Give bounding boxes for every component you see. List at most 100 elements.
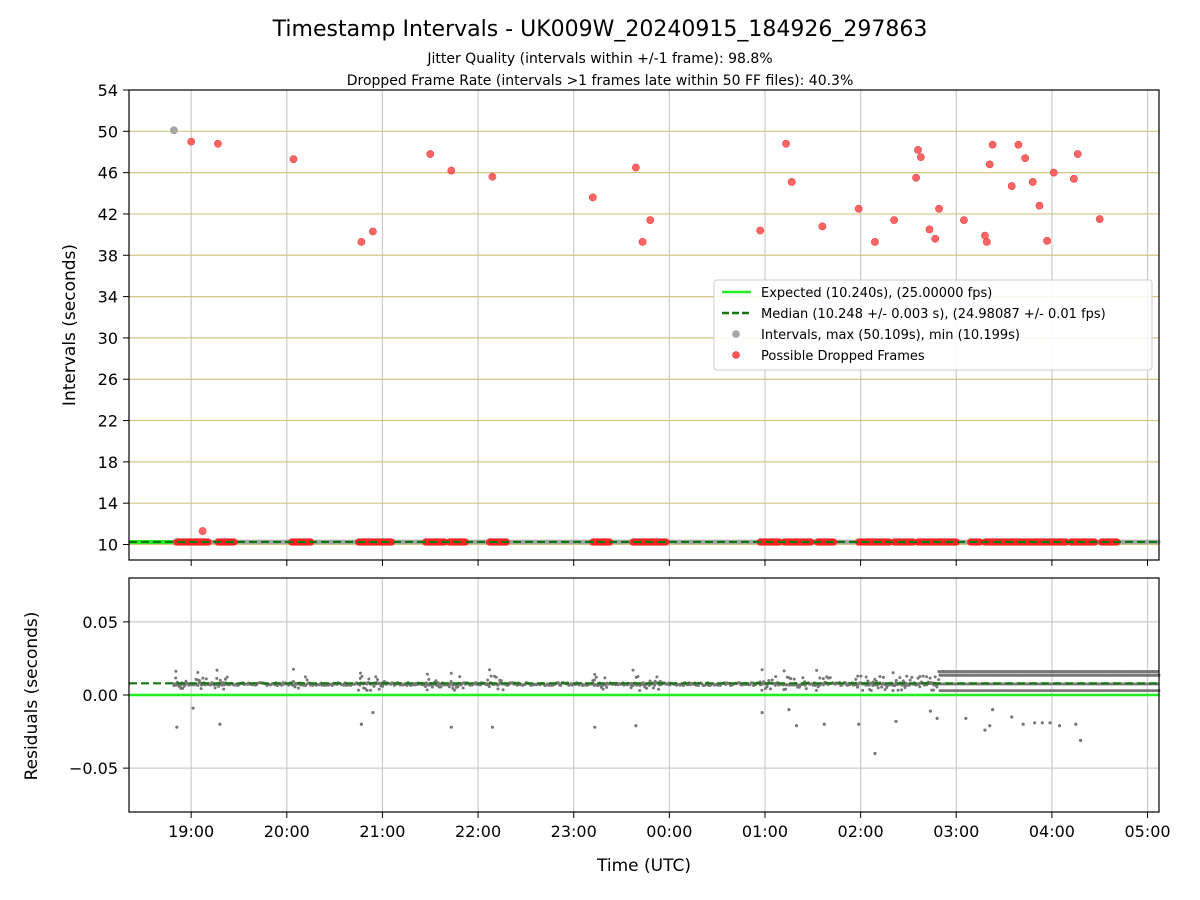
residual-cluster-point — [425, 688, 429, 692]
residual-dense-point — [944, 689, 948, 693]
residual-dense-point — [990, 682, 994, 686]
residual-cluster-point — [885, 685, 889, 689]
bottom-ytick-0: 0.05 — [82, 613, 118, 632]
residual-dense-point — [947, 689, 951, 693]
dropped-frame-39 — [1073, 150, 1082, 158]
residual-dense-point — [964, 682, 968, 686]
residual-cluster-point — [181, 687, 185, 691]
residual-cluster-point — [866, 679, 870, 683]
residual-cluster-point — [449, 680, 453, 684]
residual-cluster-point — [898, 676, 902, 680]
residual-cluster-point — [815, 668, 819, 672]
residual-cluster-point — [196, 670, 200, 674]
residual-point — [196, 683, 200, 687]
residual-cluster-point — [925, 675, 929, 679]
residual-cluster-point — [765, 685, 769, 689]
top-ytick-2: 18 — [98, 453, 118, 472]
residual-dense-point — [968, 689, 972, 693]
residual-cluster-point — [447, 685, 451, 689]
residual-dense-point — [970, 689, 974, 693]
dropped-frame-11 — [638, 237, 647, 246]
top-ytick-9: 46 — [98, 164, 118, 183]
bottom-ytick-2: −0.05 — [69, 759, 118, 778]
residual-dense-point — [1130, 689, 1134, 693]
dropped-frame-16 — [818, 222, 827, 231]
residual-dense-point — [1064, 689, 1068, 693]
residual-dense-point — [1012, 689, 1016, 693]
residual-cluster-point — [903, 686, 907, 690]
residual-cluster-point — [894, 678, 898, 682]
residual-outlier-4 — [371, 710, 375, 715]
legend-median: Median (10.248 +/- 0.003 s), (24.98087 +… — [761, 307, 1106, 322]
dropped-frame-baseline-point — [807, 538, 815, 546]
chart-subtitle-jitter: Jitter Quality (intervals within +/-1 fr… — [426, 51, 772, 67]
residual-dense-point — [1092, 689, 1096, 693]
residual-dense-point — [1010, 689, 1014, 693]
interval-outlier-0 — [170, 126, 178, 135]
dropped-frame-1 — [214, 139, 222, 148]
legend-intervals-marker — [732, 330, 740, 338]
residual-dense-point — [1035, 689, 1039, 693]
residual-dense-point — [986, 689, 990, 693]
residual-cluster-point — [655, 675, 659, 679]
residual-cluster-point — [921, 674, 925, 678]
residual-point — [904, 681, 908, 685]
residual-outlier-5 — [449, 725, 453, 729]
dropped-frame-32 — [1014, 140, 1023, 149]
residual-outlier-16 — [928, 709, 933, 713]
top-ytick-5: 30 — [98, 329, 118, 348]
residual-dense-point — [959, 689, 963, 693]
residual-dense-point — [1026, 689, 1030, 693]
top-frame — [128, 89, 1160, 561]
residual-dense-point — [1039, 689, 1043, 693]
residual-cluster-point — [358, 676, 362, 680]
residual-dense-point — [1142, 689, 1146, 693]
residual-cluster-point — [291, 667, 295, 671]
residual-cluster-point — [377, 687, 381, 691]
residual-cluster-point — [772, 681, 776, 685]
residual-dense-point — [953, 689, 957, 693]
residual-dense-point — [997, 689, 1001, 693]
dropped-frame-33 — [1021, 154, 1030, 163]
residual-dense-point — [991, 689, 995, 693]
residual-dense-point — [1075, 689, 1079, 693]
residual-dense-point — [1117, 689, 1121, 693]
residual-dense-point — [1052, 689, 1056, 693]
dropped-frame-40 — [1095, 215, 1104, 224]
residual-cluster-point — [217, 684, 221, 688]
dropped-frame-12 — [646, 216, 655, 225]
residual-dense-point — [1094, 689, 1098, 693]
residual-cluster-point — [372, 684, 376, 688]
top-y-axis-label: Intervals (seconds) — [60, 244, 80, 406]
x-tick-0: 19:00 — [168, 822, 214, 841]
residual-cluster-point — [218, 678, 222, 682]
residual-outlier-21 — [990, 708, 995, 712]
residual-cluster-point — [906, 683, 910, 687]
residual-cluster-point — [896, 688, 900, 692]
residual-cluster-point — [641, 681, 645, 685]
residual-cluster-point — [651, 686, 655, 690]
residual-cluster-point — [358, 671, 362, 675]
residual-outlier-20 — [988, 724, 992, 728]
residual-cluster-point — [891, 671, 895, 675]
residual-point — [280, 683, 284, 687]
residual-outlier-29 — [1078, 738, 1083, 742]
residual-point — [342, 683, 346, 687]
x-tick-6: 01:00 — [742, 822, 788, 841]
residual-dense-point — [1144, 689, 1148, 693]
residual-cluster-point — [804, 687, 808, 691]
top-ytick-1: 14 — [98, 494, 118, 513]
legend-dropped: Possible Dropped Frames — [761, 349, 925, 364]
residual-dense-point — [940, 689, 944, 693]
x-tick-8: 03:00 — [933, 822, 979, 841]
residual-dense-point — [1106, 689, 1110, 693]
dropped-frame-37 — [1049, 168, 1058, 177]
residual-cluster-point — [423, 685, 427, 689]
residual-dense-point — [1127, 689, 1131, 693]
residual-dense-point — [1155, 689, 1159, 693]
residual-dense-point — [1111, 689, 1115, 693]
residual-dense-point — [1146, 689, 1150, 693]
residual-cluster-point — [782, 669, 786, 673]
residual-cluster-point — [873, 677, 877, 681]
residual-dense-point — [957, 689, 961, 693]
